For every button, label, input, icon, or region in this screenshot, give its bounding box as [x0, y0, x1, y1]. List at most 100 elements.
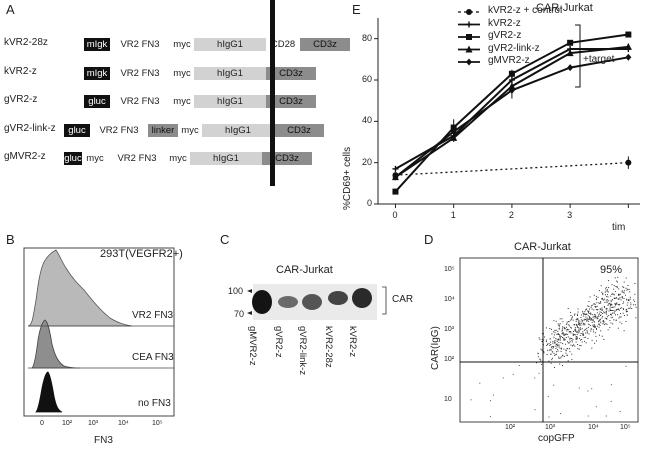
scatter-d-xtick: 10³: [545, 424, 556, 431]
scatter-dot: [567, 341, 568, 343]
construct-segment: hIgG1: [194, 38, 266, 51]
scatter-dot: [593, 315, 595, 317]
scatter-dot: [560, 348, 562, 350]
scatter-dot: [557, 334, 559, 335]
scatter-dot: [590, 330, 592, 332]
scatter-dot: [589, 296, 591, 298]
chart-e-ytick-label: 20: [361, 156, 372, 167]
scatter-dot: [553, 352, 555, 354]
scatter-dot: [588, 313, 590, 314]
scatter-dot: [582, 320, 583, 322]
construct-name: kVR2-28z: [4, 37, 48, 48]
scatter-dot: [537, 356, 539, 358]
scatter-dot: [584, 324, 586, 326]
scatter-dot: [502, 377, 504, 379]
scatter-dot: [601, 307, 603, 309]
scatter-dot: [633, 304, 635, 306]
band-bracket: [382, 286, 387, 315]
scatter-dot: [575, 336, 577, 338]
scatter-dot: [575, 320, 577, 322]
scatter-dot: [623, 281, 625, 283]
construct-segment: gluc: [64, 124, 90, 137]
scatter-dot: [625, 277, 627, 279]
scatter-dot: [594, 327, 596, 328]
scatter-dot: [631, 308, 633, 309]
scatter-dot: [536, 362, 537, 364]
scatter-dot: [558, 346, 560, 348]
scatter-dot: [599, 318, 601, 320]
scatter-dot: [581, 339, 583, 340]
scatter-dot: [609, 309, 611, 311]
scatter-dot: [560, 336, 562, 337]
scatter-dot: [590, 328, 592, 330]
construct-segment: VR2 FN3: [90, 124, 148, 137]
scatter-dot: [597, 316, 598, 318]
scatter-dot: [565, 349, 567, 351]
scatter-dot: [618, 298, 620, 300]
scatter-dot: [577, 308, 579, 310]
scatter-dot: [610, 384, 612, 386]
scatter-dot: [603, 339, 605, 340]
scatter-dot: [621, 307, 623, 309]
scatter-dot: [600, 302, 602, 304]
scatter-dot: [618, 317, 620, 319]
scatter-dot: [612, 316, 614, 318]
construct-segment: linker: [148, 124, 178, 137]
construct-segment: VR2 FN3: [108, 152, 166, 165]
scatter-dot: [617, 304, 619, 305]
scatter-dot: [603, 306, 605, 308]
scatter-dot: [601, 291, 603, 293]
scatter-dot: [587, 415, 589, 417]
construct-segment: myc: [170, 95, 194, 108]
scatter-dot: [576, 313, 578, 315]
scatter-d-ytick: 10²: [444, 356, 455, 363]
scatter-dot: [564, 327, 566, 329]
scatter-dot: [610, 303, 612, 305]
scatter-dot: [596, 305, 598, 307]
scatter-dot: [578, 330, 580, 332]
scatter-dot: [603, 306, 605, 307]
flow-b-row-2: CEA FN3: [132, 352, 174, 363]
scatter-dot: [588, 301, 590, 302]
scatter-dot: [573, 344, 575, 346]
scatter-dot: [556, 333, 558, 335]
scatter-dot: [586, 314, 588, 315]
scatter-dot: [619, 293, 621, 295]
scatter-dot: [597, 296, 599, 298]
scatter-dot: [552, 342, 554, 344]
scatter-dot: [563, 339, 565, 341]
scatter-dot: [607, 296, 609, 298]
scatter-dot: [614, 297, 616, 299]
scatter-d-percent: 95%: [600, 264, 623, 276]
scatter-dot: [586, 320, 588, 322]
scatter-dot: [556, 344, 558, 346]
scatter-dot: [623, 292, 625, 294]
scatter-dot: [586, 327, 588, 329]
scatter-dot: [621, 296, 623, 298]
scatter-dot: [602, 297, 603, 299]
scatter-dot: [578, 387, 580, 389]
scatter-dot: [626, 314, 628, 316]
scatter-dot: [609, 308, 611, 310]
scatter-dot: [618, 295, 620, 296]
scatter-dot: [563, 348, 565, 350]
scatter-dot: [551, 328, 552, 330]
scatter-dot: [615, 314, 616, 316]
scatter-dot: [566, 326, 567, 328]
scatter-dot: [550, 341, 551, 343]
scatter-dot: [559, 335, 561, 337]
scatter-dot: [583, 319, 585, 321]
scatter-dot: [609, 304, 611, 306]
scatter-dot: [554, 354, 556, 356]
scatter-dot: [564, 339, 566, 341]
scatter-dot: [615, 304, 616, 306]
scatter-dot: [534, 377, 536, 379]
scatter-dot: [593, 309, 595, 311]
scatter-dot: [594, 317, 596, 319]
scatter-dot: [610, 301, 612, 303]
scatter-dot: [633, 299, 635, 301]
scatter-dot: [600, 314, 602, 316]
scatter-dot: [611, 304, 613, 306]
scatter-dot: [619, 307, 621, 309]
scatter-dot: [559, 357, 561, 359]
